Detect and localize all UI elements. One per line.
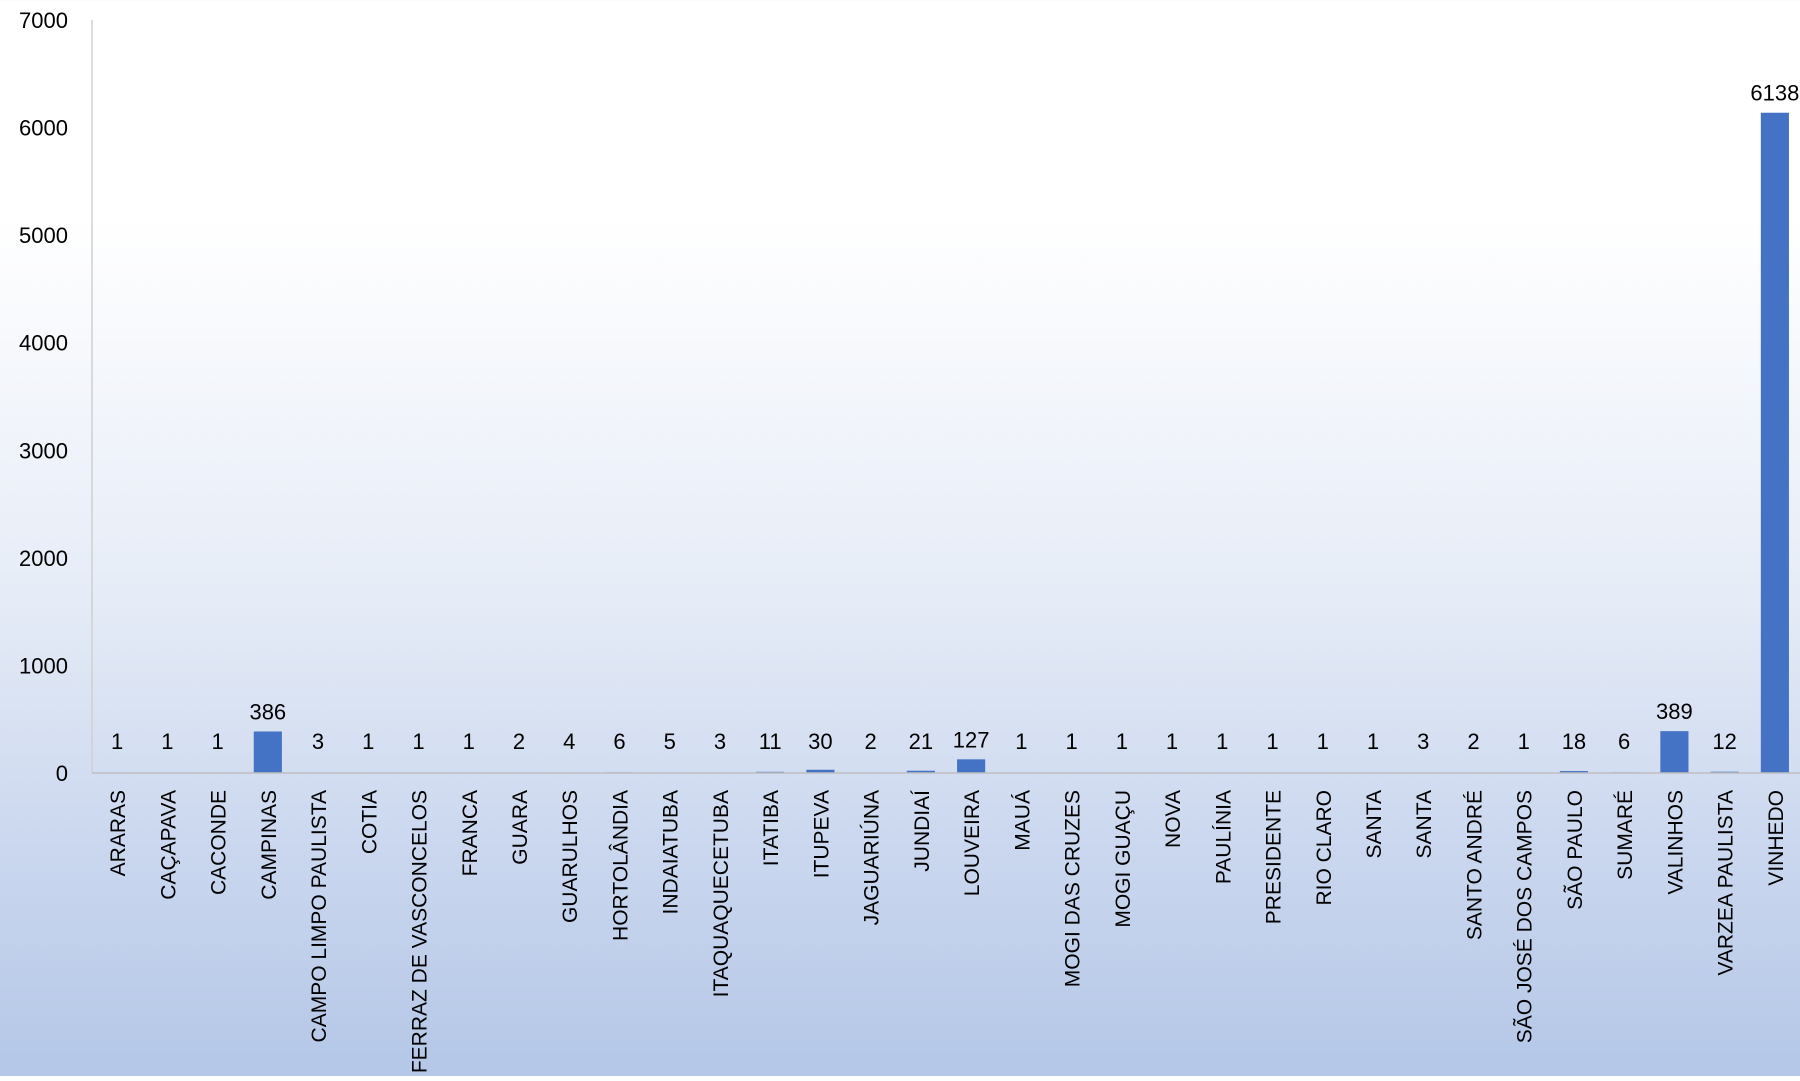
data-label: 1 xyxy=(1216,729,1228,754)
x-tick-label: MAUÁ xyxy=(1011,790,1034,851)
data-label: 1 xyxy=(1065,729,1077,754)
data-label: 2 xyxy=(1467,729,1479,754)
x-tick-label: ITATIBA xyxy=(760,790,783,866)
y-axis-tick-labels: 0 1000 2000 3000 4000 5000 6000 7000 xyxy=(19,8,68,786)
data-label: 6138 xyxy=(1750,81,1799,106)
y-tick-label: 7000 xyxy=(19,8,68,33)
data-label: 3 xyxy=(1417,729,1429,754)
x-tick-label: VALINHOS xyxy=(1664,790,1687,895)
bar xyxy=(957,759,985,773)
x-tick-label: INDAIATUBA xyxy=(660,790,683,914)
y-tick-label: 6000 xyxy=(19,116,68,141)
x-tick-label: LOUVEIRA xyxy=(961,790,984,896)
data-label: 1 xyxy=(412,729,424,754)
data-label: 389 xyxy=(1656,699,1693,724)
y-tick-label: 3000 xyxy=(19,438,68,463)
data-label: 1 xyxy=(463,729,475,754)
data-label: 5 xyxy=(664,729,676,754)
bars-group xyxy=(103,113,1789,773)
data-label: 1 xyxy=(111,729,123,754)
x-tick-label: CAMPO LIMPO PAULISTA xyxy=(308,790,331,1042)
data-label: 6 xyxy=(1618,729,1630,754)
x-tick-label: ITUPEVA xyxy=(810,790,833,878)
y-tick-label: 0 xyxy=(56,761,68,786)
x-tick-label: FERRAZ DE VASCONCELOS xyxy=(409,790,432,1073)
data-label: 30 xyxy=(808,729,832,754)
data-label: 2 xyxy=(865,729,877,754)
y-tick-label: 4000 xyxy=(19,331,68,356)
x-tick-label: CAMPINAS xyxy=(258,790,281,900)
x-tick-label: VARZEA PAULISTA xyxy=(1715,790,1738,976)
data-label: 11 xyxy=(759,729,782,754)
x-tick-label: VINHEDO xyxy=(1765,790,1788,886)
x-tick-label: HORTOLÂNDIA xyxy=(609,790,632,941)
x-tick-label: RIO CLARO xyxy=(1313,790,1336,906)
x-axis-tick-labels: ARARAS CAÇAPAVA CACONDE CAMPINAS CAMPO LIMPO… xyxy=(107,790,1788,1073)
data-label: 12 xyxy=(1712,729,1736,754)
y-tick-label: 1000 xyxy=(19,653,68,678)
x-tick-label: SUMARÉ xyxy=(1614,790,1637,880)
y-tick-label: 2000 xyxy=(19,546,68,571)
x-tick-label: NOVA xyxy=(1162,790,1185,848)
data-label: 4 xyxy=(563,729,575,754)
data-label: 1 xyxy=(1518,729,1530,754)
x-tick-label: COTIA xyxy=(358,790,381,854)
data-label: 1 xyxy=(1166,729,1178,754)
data-label: 386 xyxy=(249,699,286,724)
x-tick-label: MOGI GUAÇU xyxy=(1112,790,1135,928)
data-label: 1 xyxy=(1317,729,1329,754)
data-label: 3 xyxy=(714,729,726,754)
x-tick-label: JUNDIAÍ xyxy=(911,790,934,872)
x-tick-label: JAGUARIÚNA xyxy=(861,790,884,925)
data-label: 21 xyxy=(909,729,933,754)
x-tick-label: SÃO JOSÉ DOS CAMPOS xyxy=(1513,790,1537,1043)
bar xyxy=(254,731,282,773)
data-label: 18 xyxy=(1562,729,1586,754)
x-tick-label: GUARA xyxy=(509,790,532,865)
x-tick-label: PAULÍNIA xyxy=(1212,790,1235,884)
data-label: 3 xyxy=(312,729,324,754)
x-tick-label: SANTO ANDRÉ xyxy=(1463,790,1486,940)
data-label: 1 xyxy=(1367,729,1379,754)
data-label: 1 xyxy=(1266,729,1278,754)
x-tick-label: SANTA xyxy=(1363,790,1386,858)
bar xyxy=(1660,731,1688,773)
x-tick-label: FRANCA xyxy=(459,790,482,876)
data-label: 1 xyxy=(161,729,173,754)
y-tick-label: 5000 xyxy=(19,223,68,248)
x-tick-label: ITAQUAQUECETUBA xyxy=(710,790,733,997)
data-label: 127 xyxy=(953,727,990,752)
data-label: 1 xyxy=(1116,729,1128,754)
bar xyxy=(1761,113,1789,773)
data-label: 1 xyxy=(362,729,374,754)
data-label: 1 xyxy=(211,729,223,754)
x-tick-label: ARARAS xyxy=(107,790,130,876)
x-tick-label: MOGI DAS CRUZES xyxy=(1062,790,1085,987)
x-tick-label: CAÇAPAVA xyxy=(157,790,180,900)
data-label: 2 xyxy=(513,729,525,754)
x-tick-label: SANTA xyxy=(1413,790,1436,858)
data-label: 1 xyxy=(1015,729,1027,754)
data-label: 6 xyxy=(613,729,625,754)
x-tick-label: GUARULHOS xyxy=(559,790,582,923)
x-tick-label: CACONDE xyxy=(208,790,231,895)
x-tick-label: SÃO PAULO xyxy=(1563,790,1587,910)
x-tick-label: PRESIDENTE xyxy=(1263,790,1286,924)
